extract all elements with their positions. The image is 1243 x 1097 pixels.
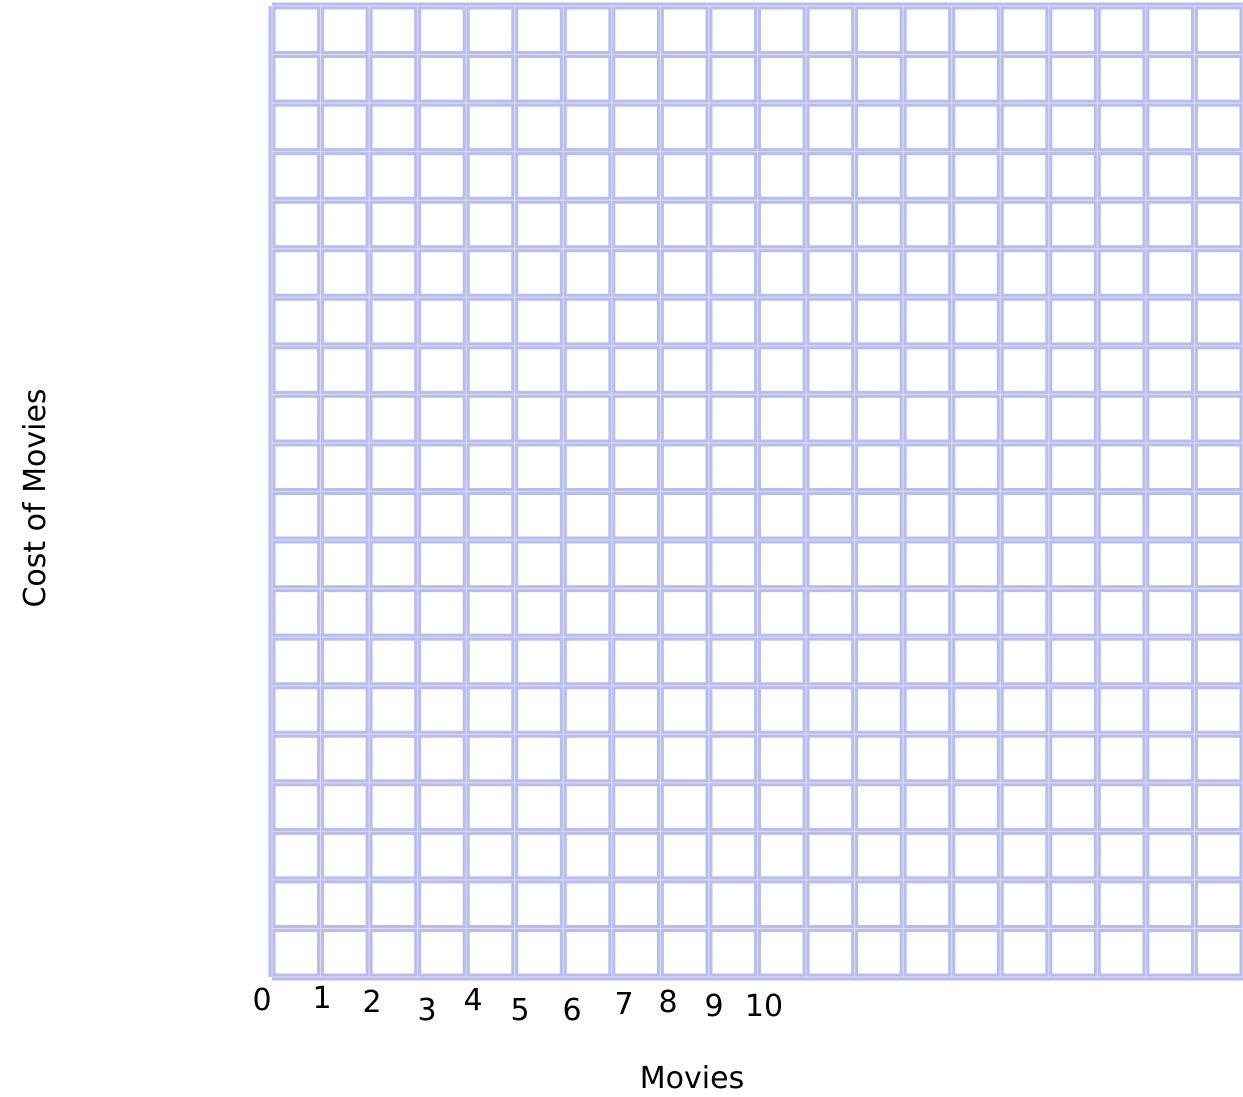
x-tick-label: 6	[562, 993, 581, 1028]
y-axis-title: Cost of Movies	[18, 388, 53, 607]
grid	[268, 2, 1243, 981]
x-axis-title: Movies	[640, 1061, 744, 1096]
x-tick-label: 3	[417, 993, 436, 1028]
x-tick-label: 8	[658, 985, 677, 1020]
x-tick-label: 0	[252, 983, 271, 1018]
x-tick-label: 5	[510, 993, 529, 1028]
x-tick-label: 1	[312, 981, 331, 1016]
x-tick-label: 9	[704, 989, 723, 1024]
x-tick-label: 4	[463, 983, 482, 1018]
x-tick-label: 10	[745, 989, 783, 1024]
x-tick-labels: 0 1 2 3 4 5 6 7 8 9 10	[252, 981, 783, 1028]
x-tick-label: 7	[614, 987, 633, 1022]
x-tick-label: 2	[362, 985, 381, 1020]
